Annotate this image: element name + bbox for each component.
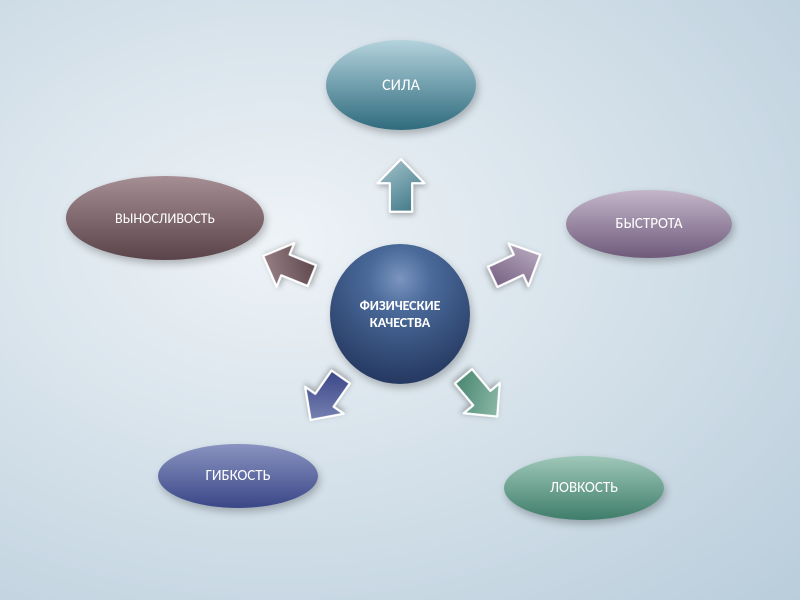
node-label-lovkost: ЛОВКОСТЬ: [550, 479, 618, 497]
node-vynoslivost: ВЫНОСЛИВОСТЬ: [66, 176, 264, 260]
center-label: ФИЗИЧЕСКИЕ КАЧЕСТВА: [340, 297, 460, 331]
node-label-vynoslivost: ВЫНОСЛИВОСТЬ: [115, 210, 215, 227]
node-label-gibkost: ГИБКОСТЬ: [205, 467, 270, 485]
arrow-sila: [373, 158, 429, 214]
center-node: ФИЗИЧЕСКИЕ КАЧЕСТВА: [330, 244, 470, 384]
node-sila: СИЛА: [326, 40, 476, 130]
node-label-bystrota: БЫСТРОТА: [615, 215, 682, 233]
node-bystrota: БЫСТРОТА: [566, 190, 732, 258]
node-label-sila: СИЛА: [382, 76, 420, 95]
diagram-stage: ФИЗИЧЕСКИЕ КАЧЕСТВА СИЛА БЫСТРОТА ЛОВКОСТЬ…: [0, 0, 800, 600]
node-lovkost: ЛОВКОСТЬ: [504, 456, 664, 520]
node-gibkost: ГИБКОСТЬ: [158, 444, 318, 508]
